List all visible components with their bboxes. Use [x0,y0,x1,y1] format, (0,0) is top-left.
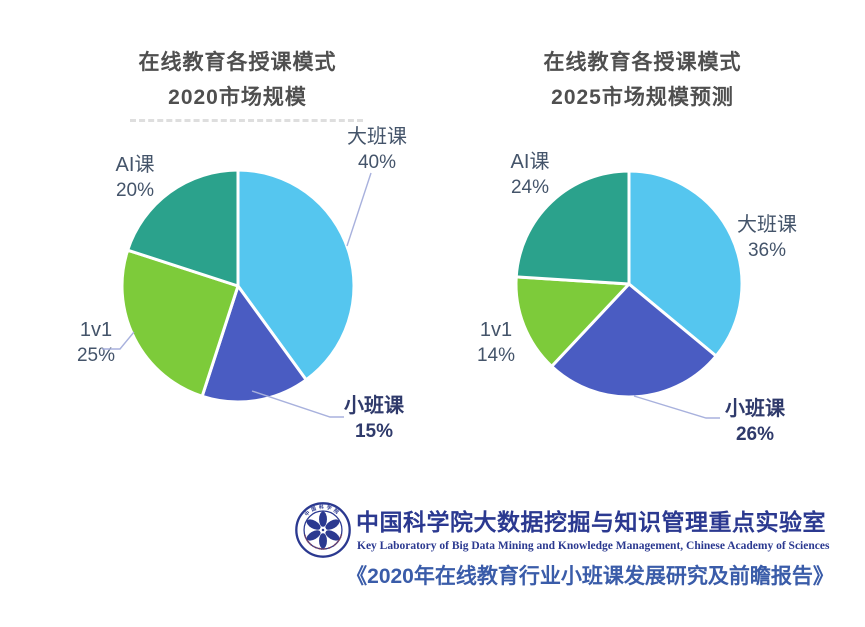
label-2020-aike: AI课 20% [96,152,174,204]
slice-label-pct: 40% [357,152,397,173]
slice-label-pct: 25% [76,345,116,366]
slice-label-pct: 24% [510,177,550,198]
emblem-center-dot [321,528,325,532]
slice-label-text: 小班课 [725,398,785,420]
chart-title-2020-line1: 在线教育各授课模式 [138,51,337,74]
chart-title-2025-line2: 2025市场规模预测 [551,86,734,109]
lab-name-chinese: 中国科学院大数据挖掘与知识管理重点实验室 [356,509,826,536]
pie-slice-AI课 [514,169,631,286]
pie-slice-1v1 [120,248,240,398]
label-2025-1v1: 1v1 14% [466,317,526,369]
slice-label-pct: 20% [115,180,155,201]
slice-label-pct: 14% [476,345,516,366]
slice-label-text: 1v1 [479,319,513,341]
slice-label-text: AI课 [510,151,550,173]
chart-title-2025: 在线教育各授课模式 2025市场规模预测 [495,45,790,115]
chart-title-2025-line1: 在线教育各授课模式 [543,51,742,74]
chart-title-2020: 在线教育各授课模式 2020市场规模 [90,45,385,115]
label-2025-aike: AI课 24% [495,149,565,201]
pie-slice-1v1 [514,275,631,368]
pie-chart-2025 [514,169,744,399]
pie-slice-大班课 [627,169,744,358]
label-2025-dabanke: 大班课 36% [725,212,809,264]
clipped-text-artifact [130,119,363,122]
slice-label-text: AI课 [115,154,155,176]
slice-label-text: 大班课 [347,126,407,148]
cas-emblem-icon: 中国科学院 CHINESE ACADEMY OF SCIENCES [295,502,351,558]
label-2025-xiaobanke: 小班课 26% [711,396,799,448]
pie-slice-AI课 [126,168,240,288]
slice-label-text: 1v1 [79,319,113,341]
pie-slice-大班课 [236,168,356,382]
slice-label-pct: 15% [354,421,394,442]
slice-label-text: 小班课 [344,395,404,417]
label-2020-1v1: 1v1 25% [66,317,126,369]
label-2020-dabanke: 大班课 40% [336,124,418,176]
slice-label-pct: 26% [735,424,775,445]
lab-name-english: Key Laboratory of Big Data Mining and Kn… [357,540,830,552]
label-2020-xiaobanke: 小班课 15% [332,393,416,445]
report-title: 《2020年在线教育行业小班课发展研究及前瞻报告》 [346,565,834,588]
pie-chart-2020 [120,168,356,404]
slice-label-pct: 36% [747,240,787,261]
emblem-flower [306,511,340,549]
slice-label-text: 大班课 [737,214,797,236]
chart-title-2020-line2: 2020市场规模 [168,86,307,109]
